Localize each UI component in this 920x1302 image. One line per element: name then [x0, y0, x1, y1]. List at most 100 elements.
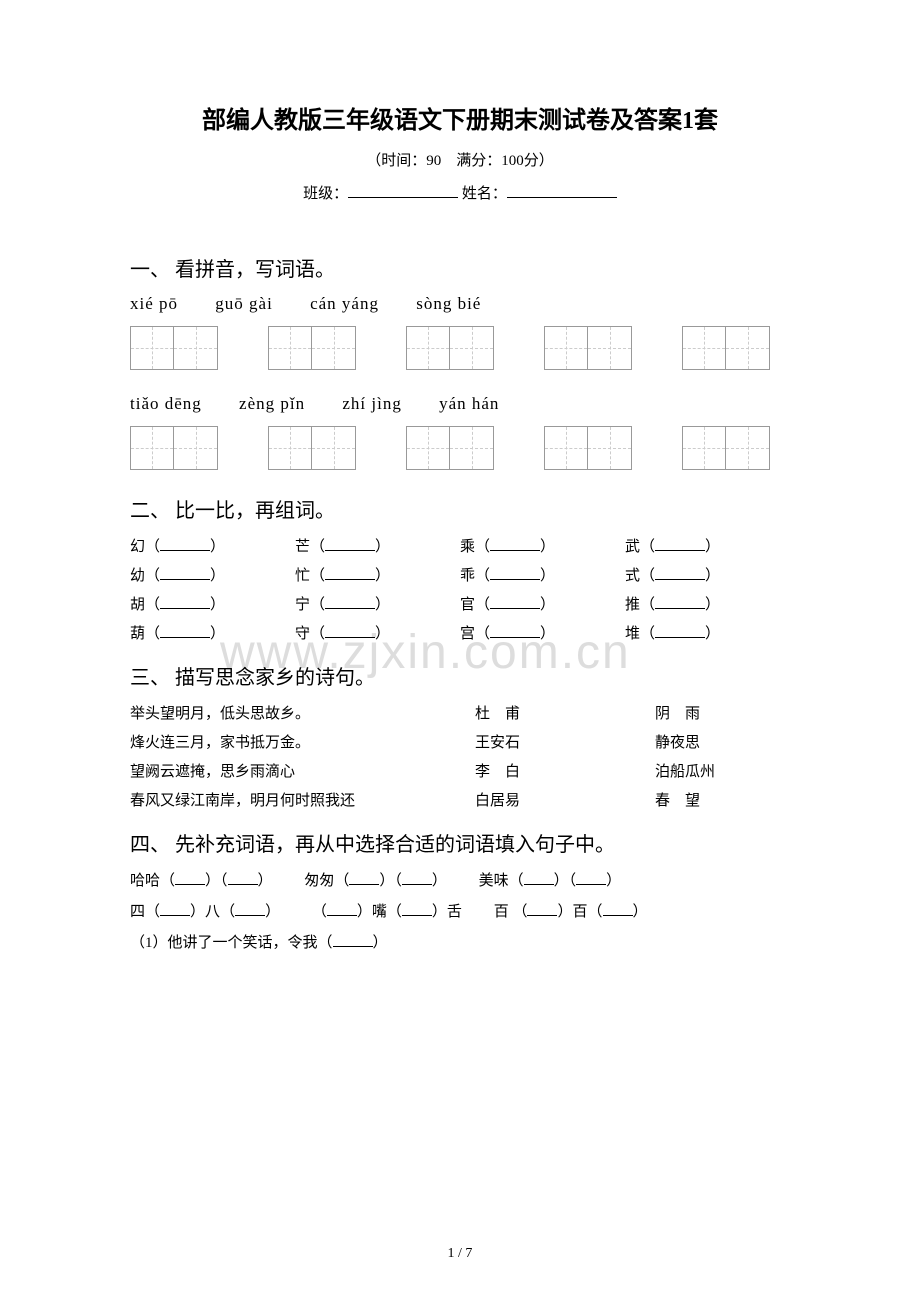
- char-box[interactable]: [268, 426, 312, 470]
- text: （1）他讲了一个笑话，令我: [130, 935, 318, 951]
- blank[interactable]: [228, 871, 258, 885]
- blank[interactable]: [333, 933, 373, 947]
- char-box[interactable]: [450, 326, 494, 370]
- text: 舌: [447, 904, 462, 920]
- blank[interactable]: [402, 902, 432, 916]
- char-box[interactable]: [130, 326, 174, 370]
- char-box[interactable]: [588, 426, 632, 470]
- class-name-line: 班级： 姓名：: [130, 182, 790, 203]
- fill-item: 哈哈（）（）: [130, 869, 273, 890]
- text: 美味: [479, 873, 509, 889]
- char-pair: [682, 326, 770, 370]
- char-box[interactable]: [726, 426, 770, 470]
- fill-item: 百 （）百（）: [494, 900, 648, 921]
- char-box[interactable]: [450, 426, 494, 470]
- fill-item: 匆匆（）（）: [304, 869, 447, 890]
- poem-author: 李 白: [475, 760, 655, 781]
- char-box[interactable]: [174, 326, 218, 370]
- poetry-table: 举头望明月，低头思故乡。 杜 甫 阴 雨 烽火连三月，家书抵万金。 王安石 静夜…: [130, 702, 790, 810]
- char: 宁: [295, 597, 310, 613]
- boxes-row-1: [130, 326, 790, 370]
- char: 忙: [295, 568, 310, 584]
- text: 百: [572, 904, 587, 920]
- char-box[interactable]: [268, 326, 312, 370]
- poem-title: 阴 雨: [655, 702, 775, 723]
- blank[interactable]: [576, 871, 606, 885]
- blank[interactable]: [603, 902, 633, 916]
- compare-item: 堆（）: [625, 622, 790, 643]
- char-box[interactable]: [130, 426, 174, 470]
- text: 嘴: [372, 904, 387, 920]
- section2-heading: 二、 比一比，再组词。: [130, 494, 790, 523]
- section4-heading: 四、 先补充词语，再从中选择合适的词语填入句子中。: [130, 828, 790, 857]
- char-box[interactable]: [312, 326, 356, 370]
- blank[interactable]: [160, 595, 210, 609]
- blank[interactable]: [402, 871, 432, 885]
- compare-item: 官（）: [460, 593, 625, 614]
- blank[interactable]: [655, 624, 705, 638]
- poetry-row: 烽火连三月，家书抵万金。 王安石 静夜思: [130, 731, 790, 752]
- poem-title: 泊船瓜州: [655, 760, 775, 781]
- char-box[interactable]: [682, 426, 726, 470]
- blank[interactable]: [235, 902, 265, 916]
- char-pair: [268, 326, 356, 370]
- blank[interactable]: [160, 624, 210, 638]
- poem-title: 静夜思: [655, 731, 775, 752]
- char-box[interactable]: [588, 326, 632, 370]
- char-box[interactable]: [406, 326, 450, 370]
- text: 哈哈: [130, 873, 160, 889]
- blank[interactable]: [160, 566, 210, 580]
- blank[interactable]: [490, 537, 540, 551]
- char-box[interactable]: [544, 326, 588, 370]
- char-box[interactable]: [174, 426, 218, 470]
- blank[interactable]: [490, 624, 540, 638]
- poem-text: 举头望明月，低头思故乡。: [130, 702, 475, 723]
- blank[interactable]: [527, 902, 557, 916]
- char: 幻: [130, 539, 145, 555]
- char-box[interactable]: [544, 426, 588, 470]
- pinyin-7: zhí jìng: [342, 394, 401, 413]
- poem-text: 烽火连三月，家书抵万金。: [130, 731, 475, 752]
- compare-item: 乘（）: [460, 535, 625, 556]
- char-pair: [130, 426, 218, 470]
- fill-item: 四（）八（）: [130, 900, 280, 921]
- compare-item: 式（）: [625, 564, 790, 585]
- blank[interactable]: [655, 537, 705, 551]
- char-box[interactable]: [726, 326, 770, 370]
- char: 官: [460, 597, 475, 613]
- text: 匆匆: [304, 873, 334, 889]
- compare-row: 葫（） 守（） 宫（） 堆（）: [130, 622, 790, 643]
- char: 堆: [625, 626, 640, 642]
- blank[interactable]: [655, 566, 705, 580]
- section1-heading: 一、 看拼音，写词语。: [130, 253, 790, 282]
- char: 式: [625, 568, 640, 584]
- poem-title: 春 望: [655, 789, 775, 810]
- compare-item: 乖（）: [460, 564, 625, 585]
- char-box[interactable]: [682, 326, 726, 370]
- blank[interactable]: [325, 624, 375, 638]
- blank[interactable]: [325, 537, 375, 551]
- char-box[interactable]: [312, 426, 356, 470]
- poetry-row: 举头望明月，低头思故乡。 杜 甫 阴 雨: [130, 702, 790, 723]
- blank[interactable]: [160, 902, 190, 916]
- blank[interactable]: [325, 566, 375, 580]
- blank[interactable]: [490, 566, 540, 580]
- char-box[interactable]: [406, 426, 450, 470]
- subtitle: （时间：90 满分：100分）: [130, 149, 790, 170]
- blank[interactable]: [490, 595, 540, 609]
- blank[interactable]: [655, 595, 705, 609]
- blank[interactable]: [349, 871, 379, 885]
- class-blank[interactable]: [348, 182, 458, 198]
- blank[interactable]: [325, 595, 375, 609]
- blank[interactable]: [524, 871, 554, 885]
- blank[interactable]: [175, 871, 205, 885]
- blank[interactable]: [327, 902, 357, 916]
- section3-heading: 三、 描写思念家乡的诗句。: [130, 661, 790, 690]
- name-blank[interactable]: [507, 182, 617, 198]
- compare-item: 宫（）: [460, 622, 625, 643]
- compare-row: 幼（） 忙（） 乖（） 式（）: [130, 564, 790, 585]
- blank[interactable]: [160, 537, 210, 551]
- poem-author: 白居易: [475, 789, 655, 810]
- char: 乘: [460, 539, 475, 555]
- pinyin-2: guō gài: [215, 294, 273, 313]
